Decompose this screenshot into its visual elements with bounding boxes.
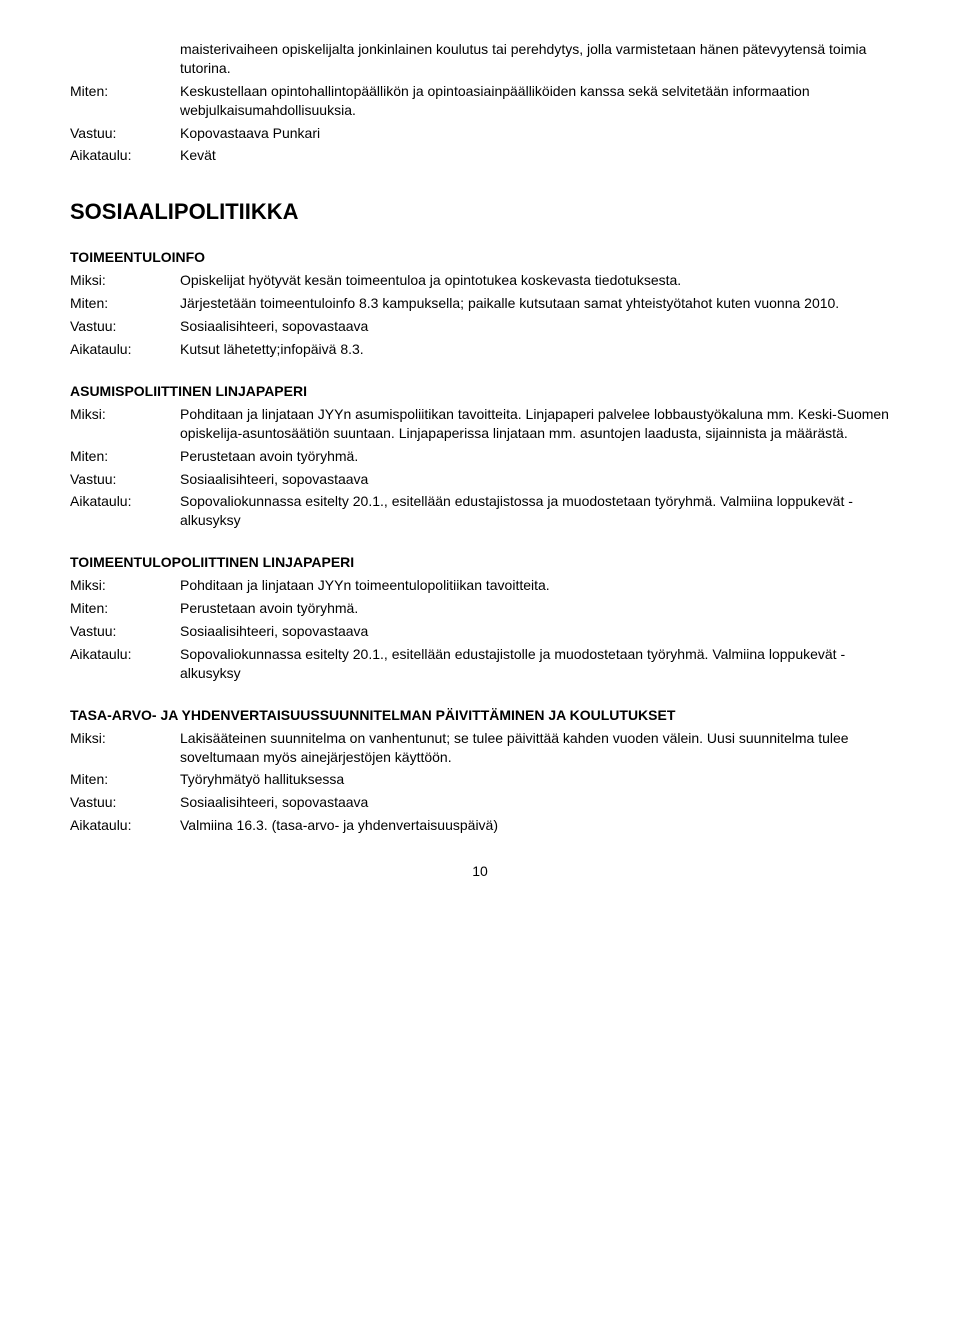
intro-label — [70, 40, 180, 78]
row-value: Sopovaliokunnassa esitelty 20.1., esitel… — [180, 645, 890, 683]
row-value: Pohditaan ja linjataan JYYn asumispoliit… — [180, 405, 890, 443]
intro-value: Keskustellaan opintohallintopäällikön ja… — [180, 82, 890, 120]
section-row: Miksi: Lakisääteinen suunnitelma on vanh… — [70, 729, 890, 767]
section-title: TOIMEENTULOINFO — [70, 249, 890, 265]
row-value: Sosiaalisihteeri, sopovastaava — [180, 622, 890, 641]
intro-row: maisterivaiheen opiskelijalta jonkinlain… — [70, 40, 890, 78]
row-value: Pohditaan ja linjataan JYYn toimeentulop… — [180, 576, 890, 595]
row-label: Aikataulu: — [70, 340, 180, 359]
section-row: Miten: Perustetaan avoin työryhmä. — [70, 599, 890, 618]
section-row: Miten: Järjestetään toimeentuloinfo 8.3 … — [70, 294, 890, 313]
intro-row: Vastuu: Kopovastaava Punkari — [70, 124, 890, 143]
row-value: Sosiaalisihteeri, sopovastaava — [180, 793, 890, 812]
intro-label: Miten: — [70, 82, 180, 120]
intro-value: Kopovastaava Punkari — [180, 124, 890, 143]
row-label: Miksi: — [70, 729, 180, 767]
row-label: Miksi: — [70, 576, 180, 595]
row-value: Järjestetään toimeentuloinfo 8.3 kampuks… — [180, 294, 890, 313]
section-row: Miksi: Pohditaan ja linjataan JYYn asumi… — [70, 405, 890, 443]
intro-value: maisterivaiheen opiskelijalta jonkinlain… — [180, 40, 890, 78]
section-row: Aikataulu: Sopovaliokunnassa esitelty 20… — [70, 645, 890, 683]
row-label: Aikataulu: — [70, 492, 180, 530]
section-row: Miksi: Opiskelijat hyötyvät kesän toimee… — [70, 271, 890, 290]
intro-row: Miten: Keskustellaan opintohallintopääll… — [70, 82, 890, 120]
row-value: Sopovaliokunnassa esitelty 20.1., esitel… — [180, 492, 890, 530]
section-row: Miten: Työryhmätyö hallituksessa — [70, 770, 890, 789]
intro-row: Aikataulu: Kevät — [70, 146, 890, 165]
row-value: Perustetaan avoin työryhmä. — [180, 599, 890, 618]
row-label: Vastuu: — [70, 622, 180, 641]
intro-block: maisterivaiheen opiskelijalta jonkinlain… — [70, 40, 890, 165]
section-row: Vastuu: Sosiaalisihteeri, sopovastaava — [70, 317, 890, 336]
section-row: Vastuu: Sosiaalisihteeri, sopovastaava — [70, 793, 890, 812]
section-row: Aikataulu: Valmiina 16.3. (tasa-arvo- ja… — [70, 816, 890, 835]
row-label: Miksi: — [70, 405, 180, 443]
row-label: Miten: — [70, 294, 180, 313]
section-row: Vastuu: Sosiaalisihteeri, sopovastaava — [70, 622, 890, 641]
main-heading: SOSIAALIPOLITIIKKA — [70, 199, 890, 225]
row-label: Miten: — [70, 599, 180, 618]
row-value: Valmiina 16.3. (tasa-arvo- ja yhdenverta… — [180, 816, 890, 835]
row-value: Sosiaalisihteeri, sopovastaava — [180, 317, 890, 336]
row-label: Vastuu: — [70, 793, 180, 812]
document-page: maisterivaiheen opiskelijalta jonkinlain… — [0, 0, 960, 909]
page-number: 10 — [70, 863, 890, 879]
section-row: Miksi: Pohditaan ja linjataan JYYn toime… — [70, 576, 890, 595]
row-value: Opiskelijat hyötyvät kesän toimeentuloa … — [180, 271, 890, 290]
row-value: Perustetaan avoin työryhmä. — [180, 447, 890, 466]
row-label: Miten: — [70, 447, 180, 466]
intro-label: Aikataulu: — [70, 146, 180, 165]
section-row: Vastuu: Sosiaalisihteeri, sopovastaava — [70, 470, 890, 489]
row-label: Aikataulu: — [70, 816, 180, 835]
section-row: Aikataulu: Kutsut lähetetty;infopäivä 8.… — [70, 340, 890, 359]
row-label: Aikataulu: — [70, 645, 180, 683]
section-row: Aikataulu: Sopovaliokunnassa esitelty 20… — [70, 492, 890, 530]
section-row: Miten: Perustetaan avoin työryhmä. — [70, 447, 890, 466]
row-label: Vastuu: — [70, 470, 180, 489]
row-label: Miksi: — [70, 271, 180, 290]
section-title: ASUMISPOLIITTINEN LINJAPAPERI — [70, 383, 890, 399]
intro-label: Vastuu: — [70, 124, 180, 143]
row-value: Kutsut lähetetty;infopäivä 8.3. — [180, 340, 890, 359]
row-label: Vastuu: — [70, 317, 180, 336]
row-label: Miten: — [70, 770, 180, 789]
intro-value: Kevät — [180, 146, 890, 165]
row-value: Sosiaalisihteeri, sopovastaava — [180, 470, 890, 489]
section-title: TOIMEENTULOPOLIITTINEN LINJAPAPERI — [70, 554, 890, 570]
row-value: Työryhmätyö hallituksessa — [180, 770, 890, 789]
row-value: Lakisääteinen suunnitelma on vanhentunut… — [180, 729, 890, 767]
section-title: TASA-ARVO- JA YHDENVERTAISUUSSUUNNITELMA… — [70, 707, 890, 723]
